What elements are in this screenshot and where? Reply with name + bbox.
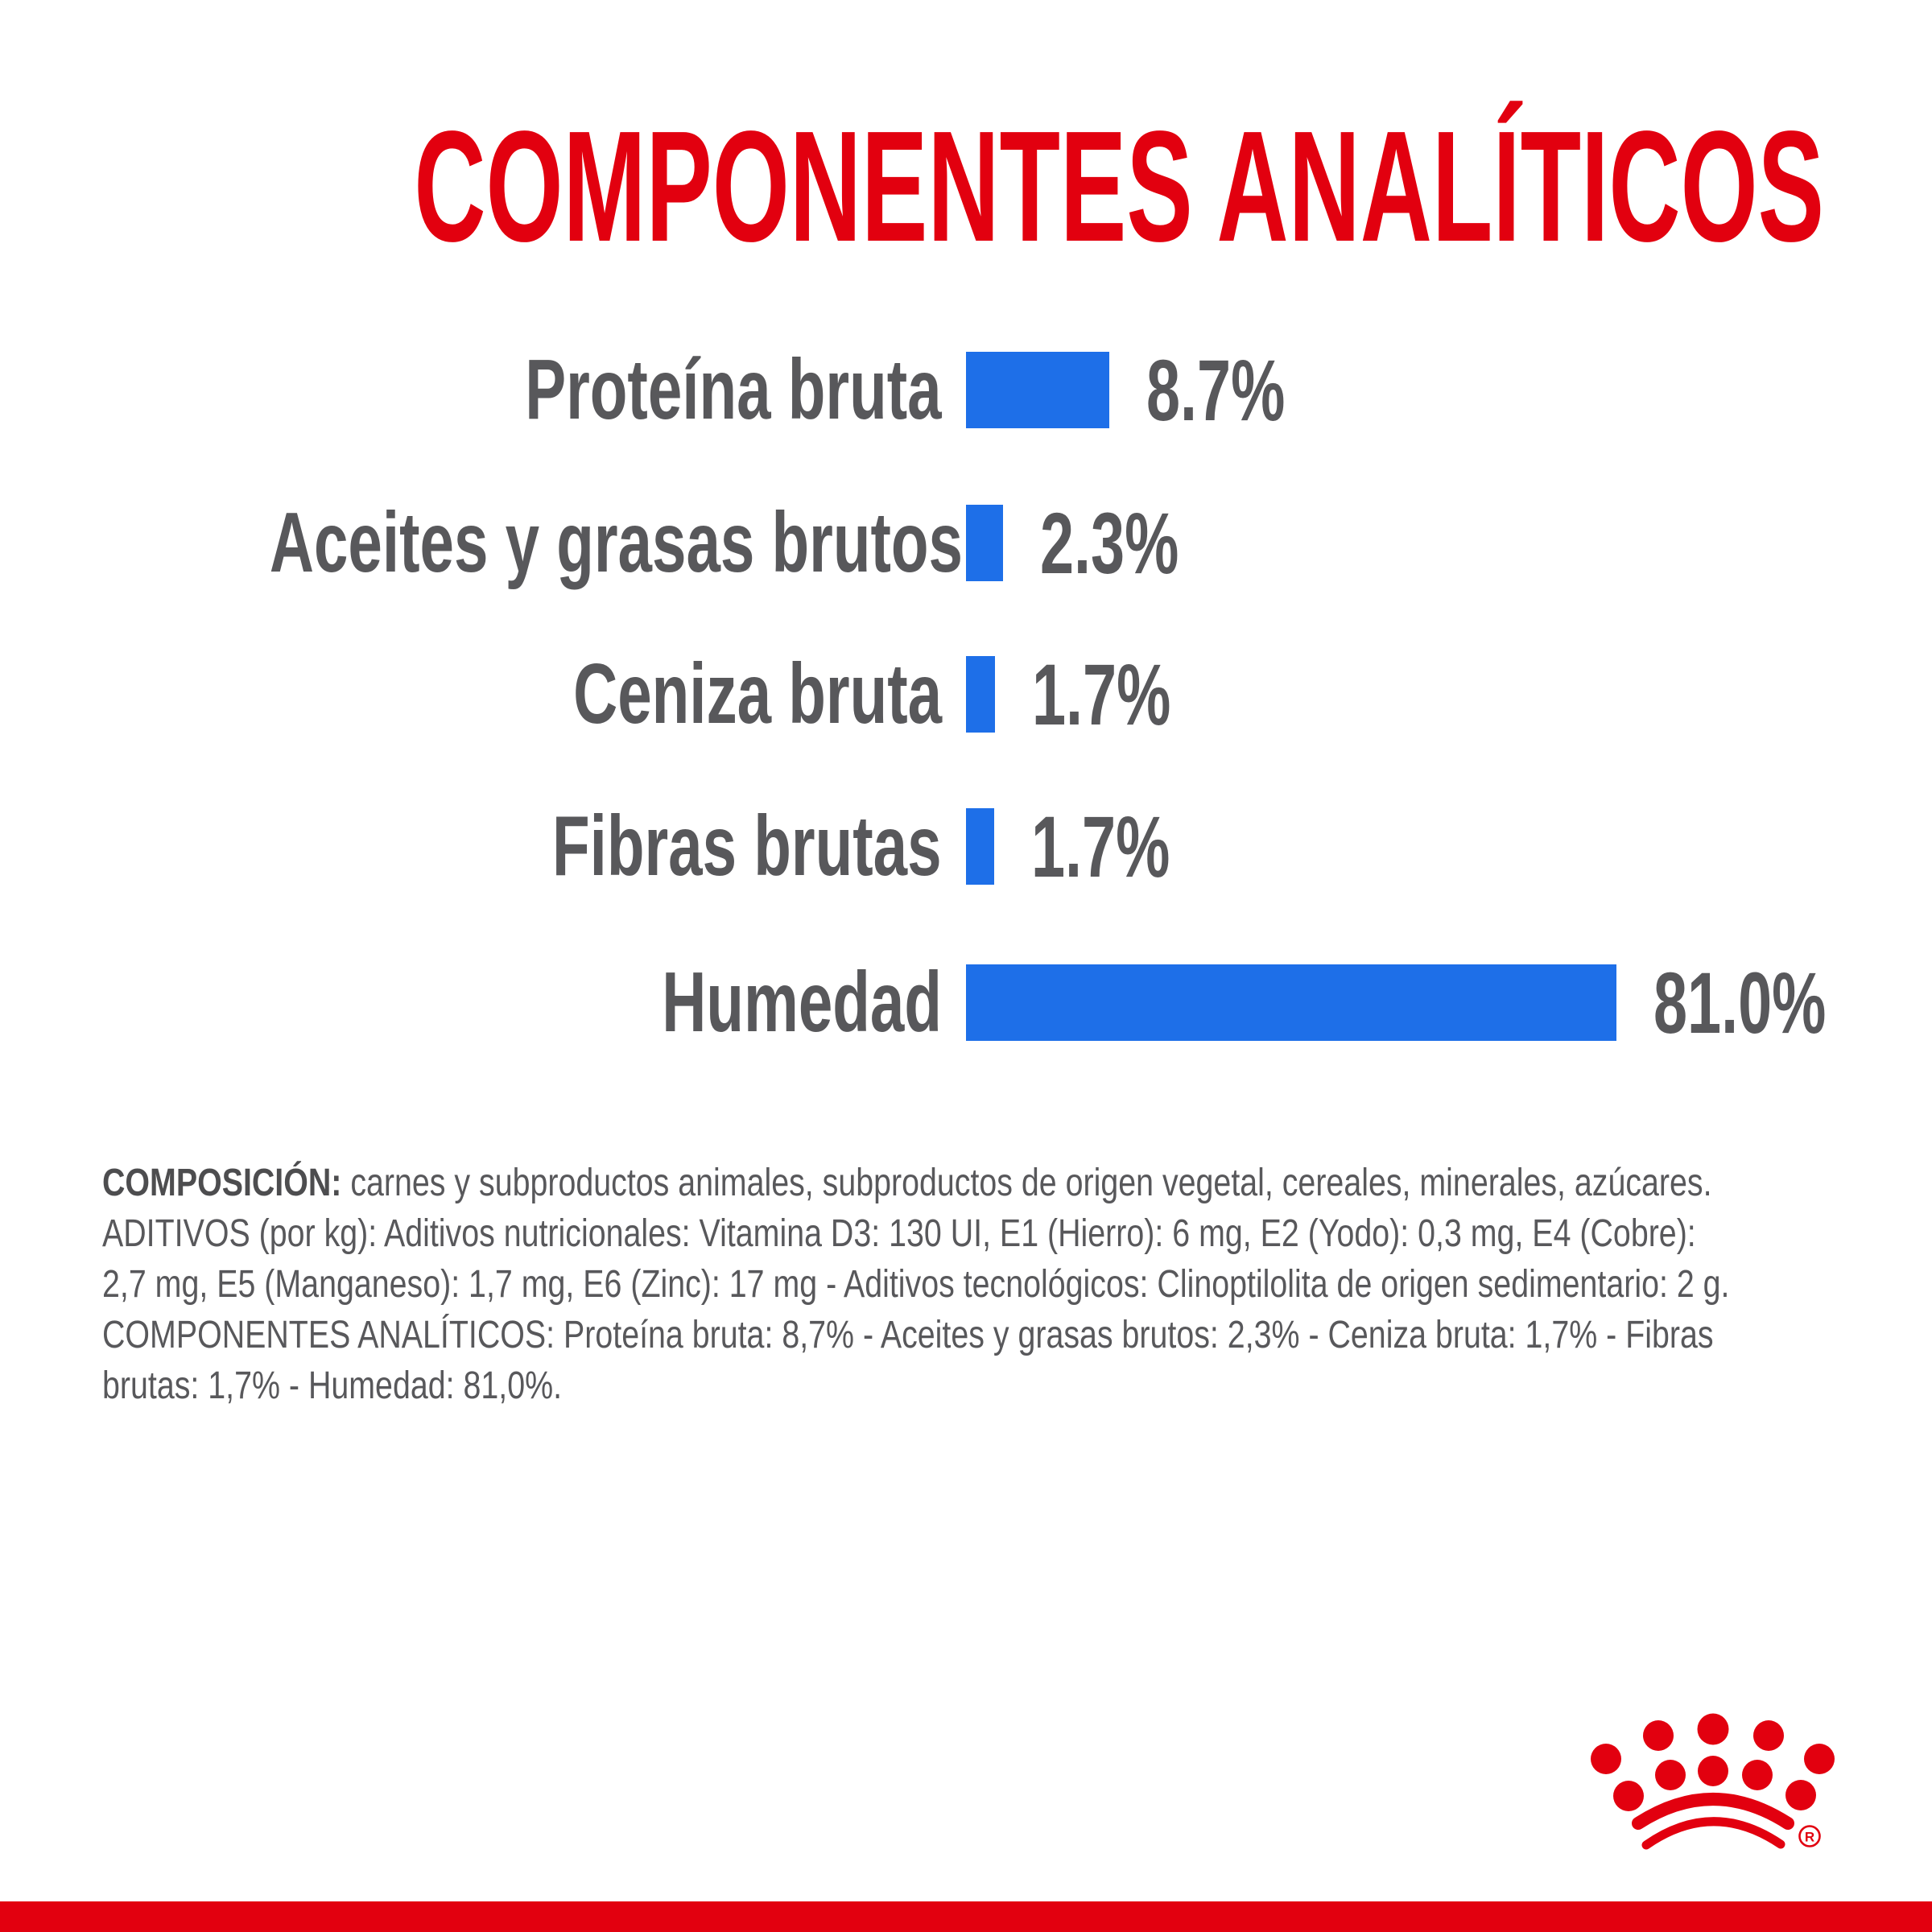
royal-canin-crown-icon: R	[1591, 1713, 1835, 1850]
component-label-text: Ceniza bruta	[573, 646, 942, 741]
registered-letter: R	[1805, 1830, 1814, 1845]
footer-accent-bar	[0, 1901, 1932, 1932]
chart-row: Humedad 81.0%	[0, 954, 1932, 1051]
value-bar	[966, 964, 1616, 1041]
value-bar	[966, 505, 1003, 581]
crown-swoosh	[1632, 1793, 1794, 1850]
value-label-text: 1.7%	[1032, 646, 1171, 743]
chart-row: Fibras brutas 1.7%	[0, 798, 1932, 895]
composition-paragraph: COMPOSICIÓN: carnes y subproductos anima…	[102, 1158, 1913, 1411]
value-label-text: 2.3%	[1040, 494, 1179, 592]
component-label: Aceites y grasas brutos	[0, 500, 963, 585]
value-label-text: 8.7%	[1146, 341, 1286, 439]
value-label-text: 1.7%	[1031, 798, 1170, 895]
composition-line: COMPOSICIÓN: carnes y subproductos anima…	[102, 1158, 1913, 1208]
composition-line: ADITIVOS (por kg): Aditivos nutricionale…	[102, 1208, 1913, 1259]
component-label-text: Aceites y grasas brutos	[269, 495, 963, 590]
page-title-text: COMPONENTES ANALÍTICOS	[414, 98, 1825, 275]
component-label: Ceniza bruta	[0, 646, 942, 741]
composition-line-text: carnes y subproductos animales, subprodu…	[341, 1162, 1712, 1204]
component-label: Fibras brutas	[0, 799, 942, 894]
chart-row: Ceniza bruta 1.7%	[0, 646, 1932, 743]
value-label: 8.7%	[1146, 341, 1344, 439]
value-label: 81.0%	[1653, 954, 1900, 1051]
value-bar	[966, 656, 995, 733]
component-label: Humedad	[0, 955, 942, 1050]
composition-line-text: 2,7 mg, E5 (Manganeso): 1,7 mg, E6 (Zinc…	[102, 1263, 1730, 1306]
chart-row: Proteína bruta 8.7%	[0, 341, 1932, 439]
component-label-text: Humedad	[662, 955, 942, 1050]
composition-line-text: ADITIVOS (por kg): Aditivos nutricionale…	[102, 1212, 1696, 1255]
composition-lead-label: COMPOSICIÓN:	[102, 1162, 342, 1204]
crown-dots	[1591, 1713, 1835, 1811]
composition-line-text: brutas: 1,7% - Humedad: 81,0%.	[102, 1364, 563, 1407]
component-label-text: Proteína bruta	[525, 342, 942, 437]
component-label: Proteína bruta	[0, 342, 942, 437]
composition-line: brutas: 1,7% - Humedad: 81,0%.	[102, 1360, 1913, 1411]
composition-line: COMPONENTES ANALÍTICOS: Proteína bruta: …	[102, 1310, 1913, 1360]
chart-row: Aceites y grasas brutos 2.3%	[0, 494, 1932, 592]
value-label: 2.3%	[1040, 494, 1238, 592]
value-label: 1.7%	[1032, 646, 1230, 743]
composition-line: 2,7 mg, E5 (Manganeso): 1,7 mg, E6 (Zinc…	[102, 1259, 1913, 1310]
page-title: COMPONENTES ANALÍTICOS	[0, 96, 1932, 277]
value-bar	[966, 808, 994, 885]
component-label-text: Fibras brutas	[552, 799, 942, 894]
value-bar	[966, 352, 1109, 428]
composition-line-text: COMPONENTES ANALÍTICOS: Proteína bruta: …	[102, 1314, 1714, 1356]
value-label-text: 81.0%	[1653, 954, 1827, 1051]
registered-mark: R	[1798, 1825, 1821, 1847]
value-label: 1.7%	[1031, 798, 1229, 895]
